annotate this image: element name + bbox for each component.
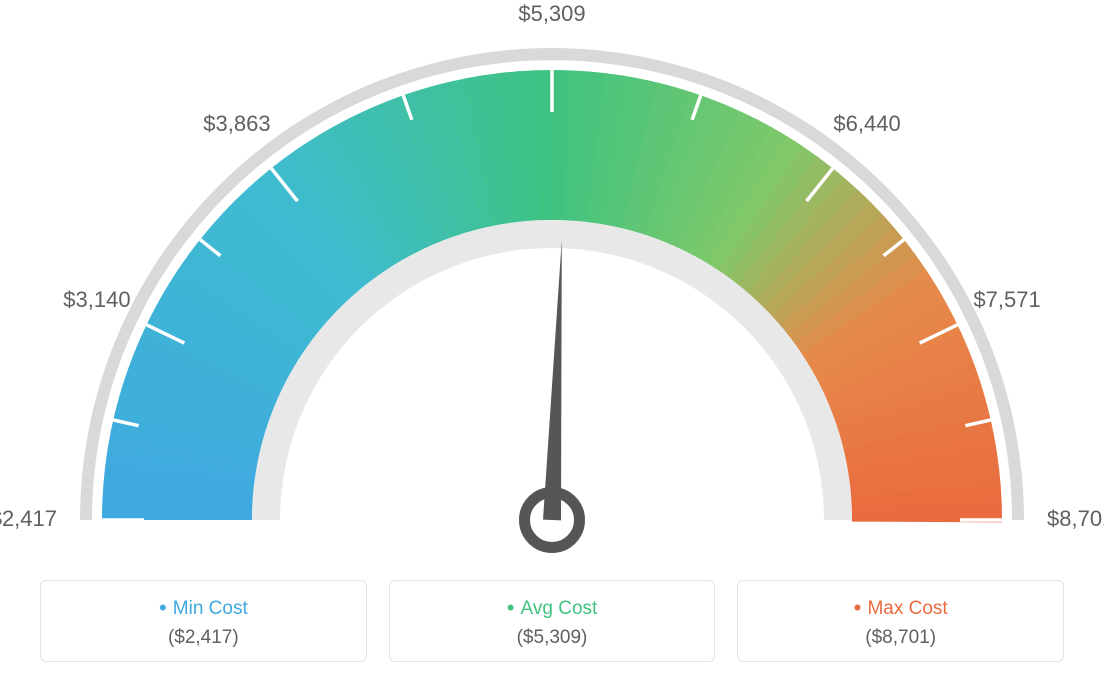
svg-text:$5,309: $5,309 xyxy=(518,1,585,26)
svg-text:$7,571: $7,571 xyxy=(973,287,1040,312)
max-cost-label: Max Cost xyxy=(738,595,1063,621)
avg-cost-label: Avg Cost xyxy=(390,595,715,621)
svg-text:$6,440: $6,440 xyxy=(833,111,900,136)
summary-cards: Min Cost ($2,417) Avg Cost ($5,309) Max … xyxy=(40,580,1064,662)
min-cost-value: ($2,417) xyxy=(41,627,366,649)
max-cost-card: Max Cost ($8,701) xyxy=(737,580,1064,662)
min-cost-card: Min Cost ($2,417) xyxy=(40,580,367,662)
svg-text:$3,140: $3,140 xyxy=(63,287,130,312)
svg-text:$8,701: $8,701 xyxy=(1047,506,1104,531)
svg-text:$3,863: $3,863 xyxy=(203,111,270,136)
gauge-svg: $2,417 $3,140 $3,863 $5,309 $6,440 $7,571 $8,7… xyxy=(0,0,1104,560)
gauge-chart: $2,417 $3,140 $3,863 $5,309 $6,440 $7,571 $8,7… xyxy=(0,0,1104,560)
avg-cost-card: Avg Cost ($5,309) xyxy=(389,580,716,662)
svg-text:$2,417: $2,417 xyxy=(0,506,57,531)
min-cost-label: Min Cost xyxy=(41,595,366,621)
max-cost-value: ($8,701) xyxy=(738,627,1063,649)
avg-cost-value: ($5,309) xyxy=(390,627,715,649)
